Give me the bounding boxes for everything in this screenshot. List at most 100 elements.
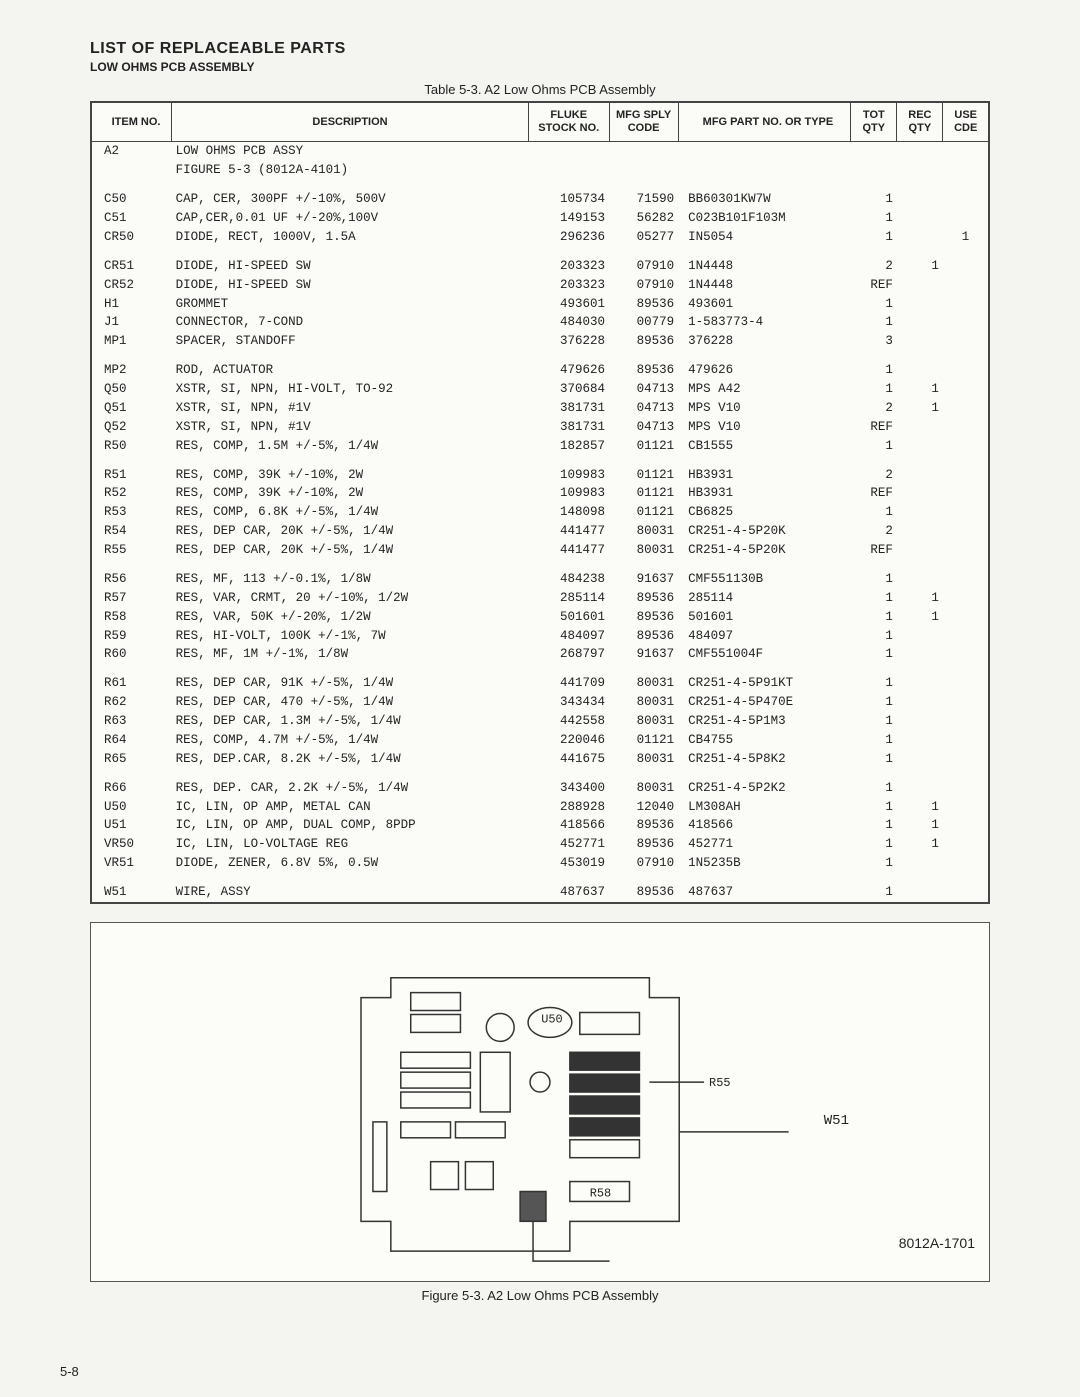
table-cell [943,627,989,646]
table-cell: A2 [91,142,172,161]
table-cell: R50 [91,437,172,456]
table-cell [943,541,989,560]
table-cell: R56 [91,570,172,589]
table-cell: BB60301KW7W [678,190,851,209]
table-cell [897,209,943,228]
table-cell: 1 [897,589,943,608]
table-cell [897,418,943,437]
table-cell: CAP, CER, 300PF +/-10%, 500V [172,190,529,209]
table-cell: 1 [851,854,897,873]
row-spacer [91,456,989,466]
table-cell: Q50 [91,380,172,399]
table-cell: 182857 [528,437,609,456]
table-cell [897,466,943,485]
table-cell [943,750,989,769]
table-row: R64RES, COMP, 4.7M +/-5%, 1/4W2200460112… [91,731,989,750]
table-cell: CR251-4-5P8K2 [678,750,851,769]
table-cell [897,437,943,456]
row-spacer [91,247,989,257]
table-cell: R66 [91,779,172,798]
table-cell: 04713 [609,380,678,399]
table-cell: 89536 [609,361,678,380]
table-cell: 89536 [609,816,678,835]
table-cell: MPS V10 [678,418,851,437]
table-cell [897,142,943,161]
table-row: Q52XSTR, SI, NPN, #1V38173104713MPS V10R… [91,418,989,437]
table-cell: HB3931 [678,484,851,503]
table-cell: 484238 [528,570,609,589]
table-cell [943,161,989,180]
table-cell: 89536 [609,608,678,627]
table-cell: RES, HI-VOLT, 100K +/-1%, 7W [172,627,529,646]
table-cell: 285114 [678,589,851,608]
table-cell: GROMMET [172,295,529,314]
table-row: A2LOW OHMS PCB ASSY [91,142,989,161]
table-cell: 80031 [609,779,678,798]
table-row: R66RES, DEP. CAR, 2.2K +/-5%, 1/4W343400… [91,779,989,798]
table-cell [943,380,989,399]
table-cell: 1 [897,816,943,835]
table-cell: RES, COMP, 6.8K +/-5%, 1/4W [172,503,529,522]
table-cell [943,712,989,731]
table-cell: 05277 [609,228,678,247]
table-cell [943,835,989,854]
table-cell [897,627,943,646]
table-cell: 1 [851,712,897,731]
table-cell: 1 [851,503,897,522]
table-cell [897,503,943,522]
table-cell: XSTR, SI, NPN, #1V [172,399,529,418]
table-row: CR50DIODE, RECT, 1000V, 1.5A29623605277I… [91,228,989,247]
table-cell: 1 [851,228,897,247]
table-cell [943,418,989,437]
table-cell: CMF551130B [678,570,851,589]
table-cell [678,142,851,161]
table-cell: U51 [91,816,172,835]
table-cell: WIRE, ASSY [172,883,529,903]
table-cell: 1 [897,380,943,399]
table-cell: 04713 [609,399,678,418]
table-row: R65RES, DEP.CAR, 8.2K +/-5%, 1/4W4416758… [91,750,989,769]
table-row: CR52DIODE, HI-SPEED SW203323079101N4448R… [91,276,989,295]
table-cell [943,816,989,835]
table-cell: 479626 [678,361,851,380]
table-row: C50CAP, CER, 300PF +/-10%, 500V105734715… [91,190,989,209]
table-cell [897,332,943,351]
table-cell: ROD, ACTUATOR [172,361,529,380]
col-header-desc: DESCRIPTION [172,102,529,142]
table-row: CR51DIODE, HI-SPEED SW203323079101N44482… [91,257,989,276]
table-cell: 441675 [528,750,609,769]
table-cell: 89536 [609,589,678,608]
col-header-rqty: REC QTY [897,102,943,142]
table-cell [897,541,943,560]
table-cell: 01121 [609,466,678,485]
page-subtitle: LOW OHMS PCB ASSEMBLY [90,60,990,74]
table-cell: 2 [851,399,897,418]
table-cell: R58 [91,608,172,627]
table-cell: H1 [91,295,172,314]
table-row: MP1SPACER, STANDOFF376228895363762283 [91,332,989,351]
table-cell: 1 [851,313,897,332]
table-cell: CR251-4-5P20K [678,522,851,541]
table-row: R60RES, MF, 1M +/-1%, 1/8W26879791637CMF… [91,645,989,664]
table-cell [943,503,989,522]
table-cell: RES, MF, 113 +/-0.1%, 1/8W [172,570,529,589]
table-cell: 376228 [678,332,851,351]
table-cell: CB6825 [678,503,851,522]
table-cell: 1 [897,399,943,418]
table-cell: 1 [851,731,897,750]
table-cell: 07910 [609,257,678,276]
table-cell: CR251-4-5P2K2 [678,779,851,798]
table-cell: REF [851,418,897,437]
table-cell: R53 [91,503,172,522]
table-cell: 343434 [528,693,609,712]
table-cell: R59 [91,627,172,646]
table-cell: RES, VAR, 50K +/-20%, 1/2W [172,608,529,627]
table-cell [943,295,989,314]
table-cell: 487637 [528,883,609,903]
table-cell: RES, DEP CAR, 20K +/-5%, 1/4W [172,541,529,560]
table-header-row: ITEM NO. DESCRIPTION FLUKE STOCK NO. MFG… [91,102,989,142]
table-cell: 203323 [528,276,609,295]
table-cell: R64 [91,731,172,750]
table-row: FIGURE 5-3 (8012A-4101) [91,161,989,180]
table-cell: 501601 [528,608,609,627]
